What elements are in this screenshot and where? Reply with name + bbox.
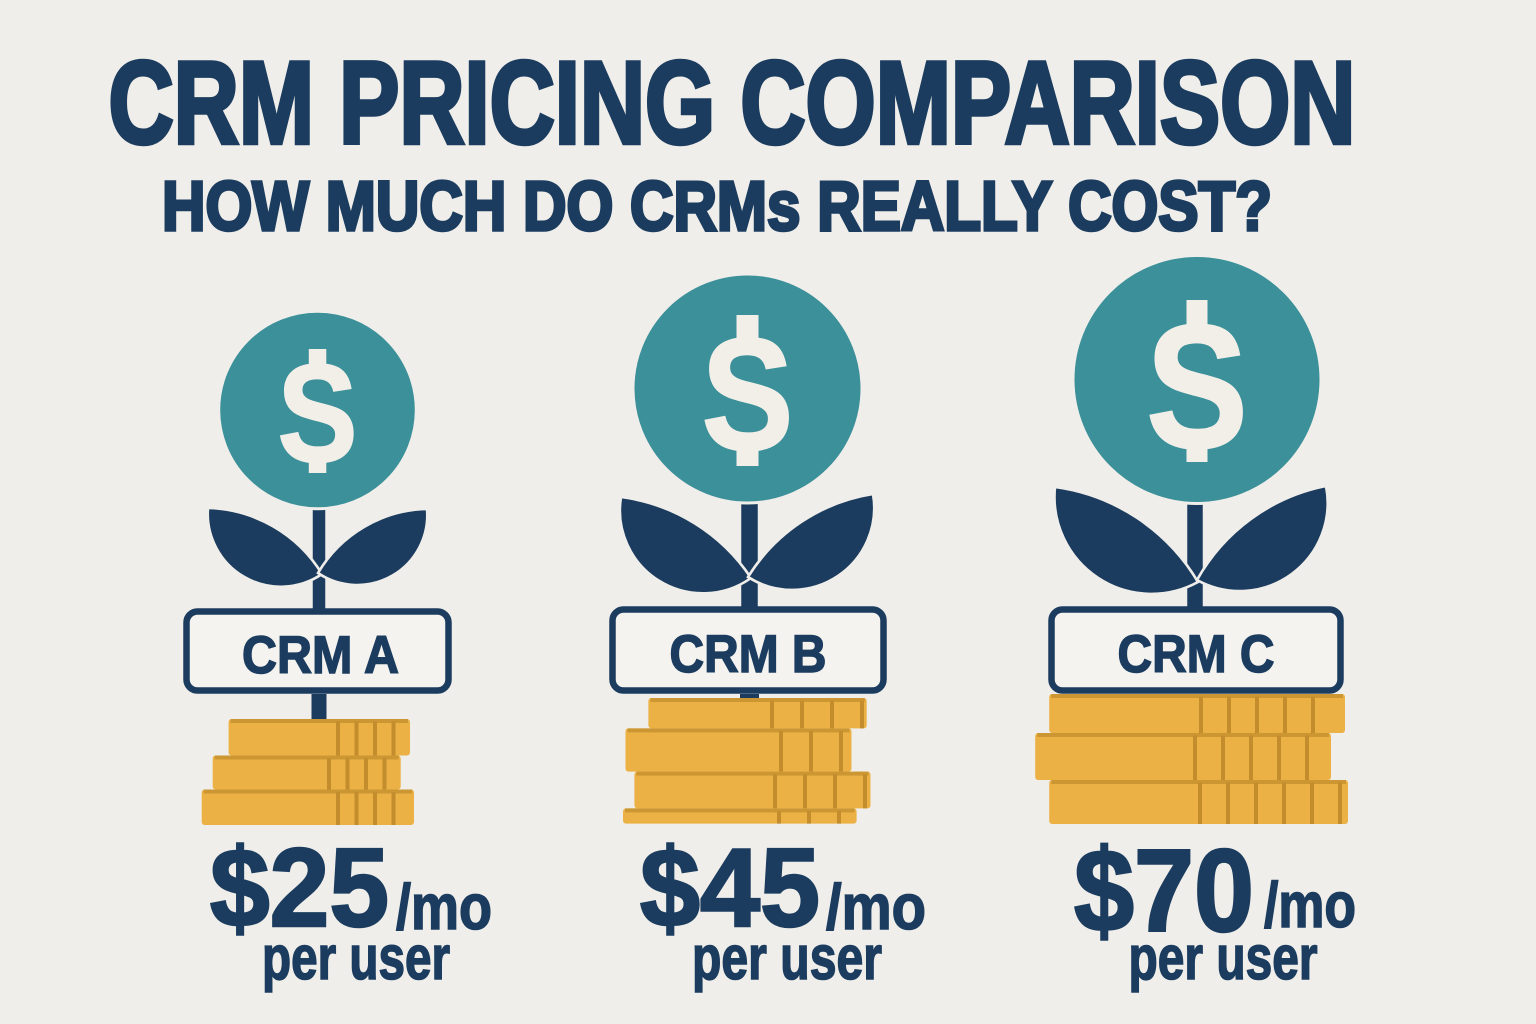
svg-text:$45: $45 xyxy=(640,826,820,950)
svg-text:CRM B: CRM B xyxy=(670,625,827,684)
svg-text:CRM A: CRM A xyxy=(242,626,399,685)
svg-text:per user: per user xyxy=(1129,924,1318,993)
svg-text:/mo: /mo xyxy=(826,871,926,943)
svg-text:/mo: /mo xyxy=(1264,869,1356,941)
svg-text:S: S xyxy=(702,305,794,483)
svg-text:$25: $25 xyxy=(210,826,389,950)
svg-text:per user: per user xyxy=(692,924,882,993)
svg-text:HOW MUCH DO CRMs REALLY COST?: HOW MUCH DO CRMs REALLY COST? xyxy=(162,167,1272,245)
svg-text:/mo: /mo xyxy=(396,871,492,943)
svg-text:S: S xyxy=(278,337,358,491)
svg-text:$70: $70 xyxy=(1074,825,1254,956)
svg-text:S: S xyxy=(1146,289,1248,485)
svg-text:per user: per user xyxy=(262,924,450,993)
svg-text:CRM C: CRM C xyxy=(1118,625,1275,684)
svg-text:CRM PRICING COMPARISON: CRM PRICING COMPARISON xyxy=(109,37,1356,168)
